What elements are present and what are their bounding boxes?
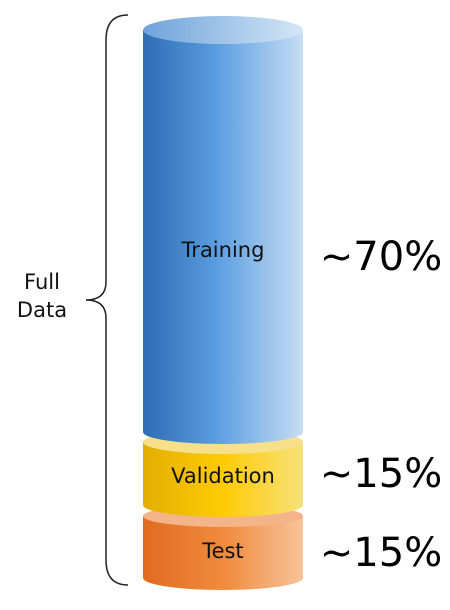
full-data-label: Full Data bbox=[14, 268, 70, 325]
training-label: Training bbox=[181, 238, 265, 262]
full-data-label-line-2: Data bbox=[16, 298, 68, 323]
validation-label: Validation bbox=[171, 464, 275, 488]
full-data-label-line-1: Full bbox=[24, 270, 60, 294]
full-data-brace bbox=[85, 14, 129, 586]
validation-percent: ~15% bbox=[319, 451, 443, 497]
training-segment bbox=[143, 16, 303, 444]
test-percent: ~15% bbox=[319, 530, 443, 576]
test-label: Test bbox=[202, 539, 244, 563]
training-percent: ~70% bbox=[319, 234, 443, 280]
